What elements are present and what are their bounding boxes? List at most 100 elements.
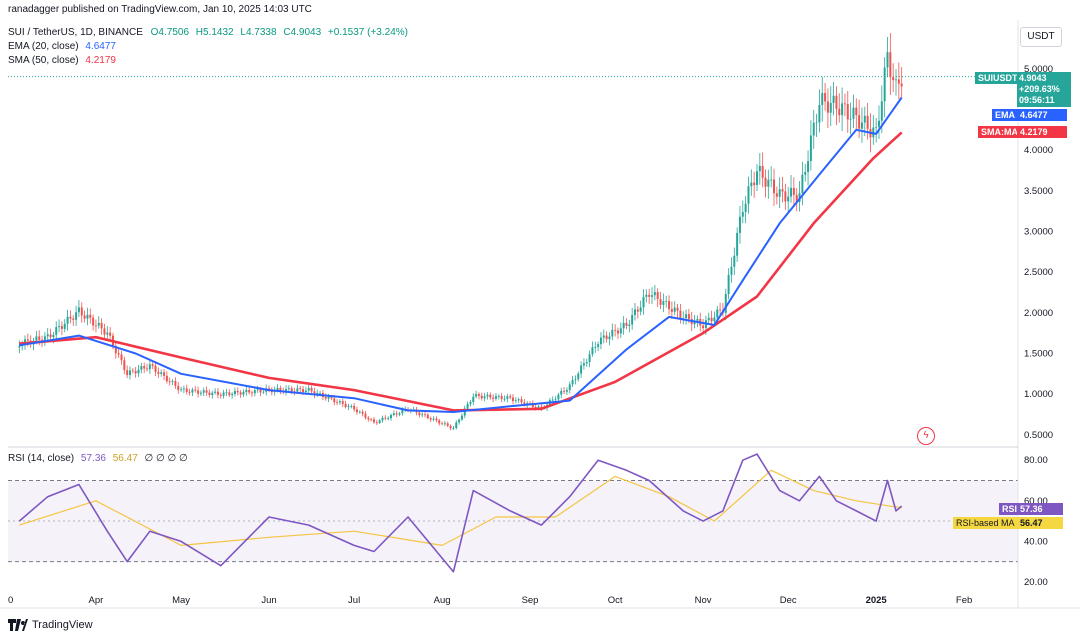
candle-body — [676, 307, 679, 311]
candle-body — [239, 392, 242, 395]
candle-body — [117, 353, 120, 355]
candle-body — [824, 93, 827, 102]
candle-body — [738, 216, 741, 233]
candle-body — [716, 309, 719, 318]
rsi-legend[interactable]: RSI (14, close) 57.36 56.47 ∅ ∅ ∅ ∅ — [8, 453, 188, 464]
ema-legend[interactable]: EMA (20, close) 4.6477 — [8, 41, 116, 52]
candle-body — [421, 414, 424, 416]
candle-body — [131, 370, 134, 372]
candle-body — [435, 418, 438, 421]
candle-body — [755, 171, 758, 186]
candle-body — [259, 389, 262, 393]
candle-body — [100, 322, 103, 329]
candle-body — [355, 409, 358, 413]
candle-body — [160, 372, 163, 374]
candle-body — [565, 389, 568, 392]
candle-body — [614, 329, 617, 331]
candle-body — [245, 389, 248, 393]
candle-body — [364, 413, 367, 418]
candle-body — [838, 108, 841, 116]
candle-body — [211, 392, 214, 396]
candle-body — [324, 396, 327, 399]
candle-body — [616, 330, 619, 334]
rsi-tick-label: 40.00 — [1024, 536, 1048, 547]
candle-body — [710, 317, 713, 322]
candle-body — [378, 420, 381, 423]
price-tick-label: 1.5000 — [1024, 348, 1053, 359]
candle-body — [361, 411, 364, 414]
candle-body — [599, 337, 602, 345]
candle-body — [622, 322, 625, 329]
candle-body — [619, 328, 622, 334]
sma-legend[interactable]: SMA (50, close) 4.2179 — [8, 55, 116, 66]
candle-body — [242, 392, 245, 395]
candle-body — [140, 366, 143, 370]
symbol-legend[interactable]: SUI / TetherUS, 1D, BINANCE O4.7506 H5.1… — [8, 27, 408, 38]
ohlc-close: C4.9043 — [283, 27, 322, 38]
candle-body — [86, 314, 89, 319]
change-pct: +209.63% — [1019, 84, 1060, 94]
candle-body — [778, 189, 781, 197]
candle-body — [299, 388, 302, 390]
candle-body — [636, 309, 639, 312]
ema-20-line — [19, 96, 903, 413]
candle-body — [812, 122, 815, 136]
candle-body — [477, 394, 480, 396]
candle-body — [514, 400, 517, 402]
candle-body — [900, 83, 903, 87]
candle-body — [302, 389, 305, 393]
candle-body — [517, 399, 520, 401]
sma-legend-label: SMA (50, close) — [8, 55, 79, 66]
candle-body — [486, 394, 489, 397]
ohlc-change: +0.1537 (+3.24%) — [327, 27, 408, 38]
ohlc-open: O4.7506 — [150, 27, 190, 38]
candle-body — [219, 394, 222, 396]
candle-body — [673, 307, 676, 312]
candle-body — [750, 182, 753, 187]
candle-body — [109, 332, 112, 336]
candle-body — [863, 115, 866, 123]
candle-body — [787, 196, 790, 202]
candle-body — [656, 292, 659, 299]
candle-body — [384, 417, 387, 419]
candle-body — [126, 370, 129, 376]
candle-body — [418, 412, 421, 416]
candle-body — [72, 318, 75, 320]
candle-body — [781, 189, 784, 192]
candle-body — [458, 419, 461, 423]
candle-body — [137, 369, 140, 374]
candle-body — [577, 373, 580, 380]
candle-body — [165, 375, 168, 382]
candle-body — [892, 77, 895, 81]
candle-body — [168, 381, 171, 383]
candle-body — [648, 294, 651, 297]
candle-body — [313, 391, 316, 395]
candle-body — [747, 186, 750, 204]
sma-axis-value: 4.2179 — [1017, 126, 1067, 138]
candle-body — [875, 126, 878, 128]
candle-body — [611, 329, 614, 337]
rsi-tick-label: 80.00 — [1024, 455, 1048, 466]
candle-body — [174, 381, 177, 386]
candle-body — [829, 102, 832, 113]
currency-button[interactable]: USDT — [1020, 27, 1062, 47]
candle-body — [877, 120, 880, 127]
lightning-icon[interactable]: ϟ — [917, 427, 935, 445]
candle-body — [509, 396, 512, 398]
footer-brand: TradingView — [32, 619, 93, 631]
candle-body — [225, 392, 228, 394]
candle-body — [58, 326, 61, 328]
candle-body — [591, 347, 594, 355]
candle-body — [693, 320, 696, 325]
candle-body — [651, 295, 654, 297]
last-price-symbol-tag: SUIUSDT — [975, 72, 1021, 84]
candle-body — [319, 392, 322, 394]
candle-body — [895, 79, 897, 81]
candle-body — [182, 388, 185, 390]
candle-body — [466, 403, 469, 409]
candle-body — [489, 394, 492, 398]
rsi-ma-axis-value: 56.47 — [1017, 517, 1063, 529]
candle-body — [333, 398, 336, 403]
candle-body — [134, 371, 137, 374]
candle-body — [80, 307, 83, 316]
